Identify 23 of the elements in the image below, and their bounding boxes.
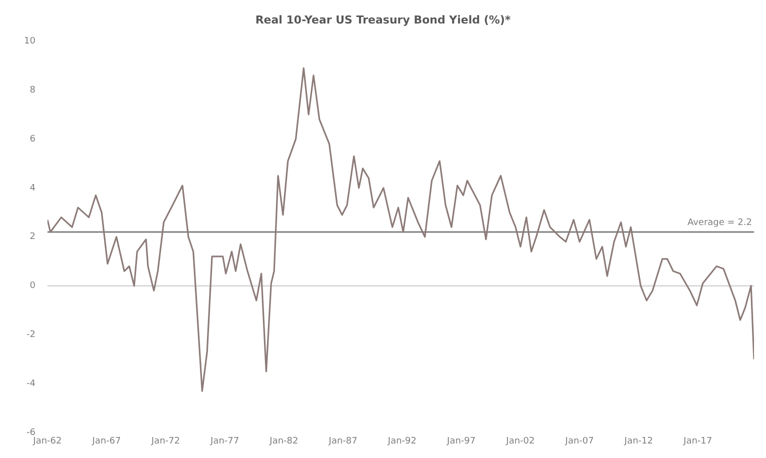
ref-line-label: Average = 2.2	[687, 218, 752, 228]
x-tick-label: Jan-82	[268, 436, 298, 446]
x-tick-label: Jan-92	[386, 436, 416, 446]
x-tick-label: Jan-72	[150, 436, 180, 446]
x-tick-label: Jan-77	[210, 436, 240, 446]
y-tick-label: 2	[30, 232, 36, 242]
x-tick-label: Jan-02	[505, 436, 535, 446]
x-tick-label: Jan-17	[682, 436, 712, 446]
y-tick-label: -6	[26, 428, 36, 438]
y-tick-label: 10	[24, 36, 36, 47]
y-tick-label: 4	[30, 183, 36, 194]
x-tick-label: Jan-07	[564, 436, 594, 446]
x-tick-label: Jan-12	[623, 436, 653, 446]
y-tick-label: -2	[26, 330, 36, 340]
y-tick-label: -4	[26, 379, 36, 390]
y-tick-label: 8	[30, 85, 36, 96]
x-tick-label: Jan-97	[446, 436, 476, 446]
x-tick-label: Jan-67	[91, 436, 121, 446]
x-tick-label: Jan-62	[32, 436, 62, 446]
y-tick-label: 0	[30, 281, 36, 292]
chart-title: Real 10-Year US Treasury Bond Yield (%)*	[255, 13, 511, 26]
x-tick-label: Jan-87	[328, 436, 358, 446]
y-tick-label: 6	[30, 134, 36, 144]
